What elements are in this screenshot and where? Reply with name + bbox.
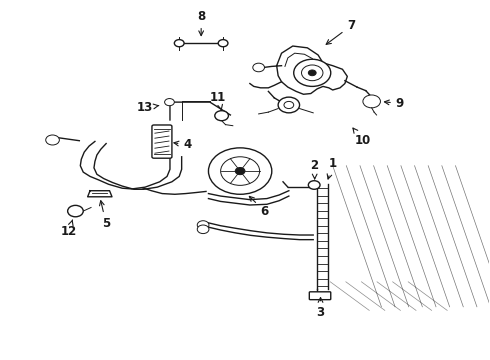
Circle shape (308, 181, 320, 189)
Circle shape (174, 40, 184, 47)
Circle shape (301, 65, 323, 81)
Circle shape (363, 95, 380, 108)
Text: 12: 12 (60, 220, 77, 238)
Circle shape (46, 135, 59, 145)
Text: 1: 1 (327, 157, 337, 179)
Circle shape (218, 40, 228, 47)
Text: 5: 5 (99, 201, 110, 230)
Circle shape (215, 111, 228, 121)
Text: 11: 11 (210, 91, 226, 110)
Text: 9: 9 (385, 97, 404, 110)
Circle shape (197, 225, 209, 234)
FancyBboxPatch shape (309, 292, 331, 300)
Circle shape (220, 157, 260, 185)
Text: 10: 10 (353, 128, 371, 147)
Text: 13: 13 (137, 102, 159, 114)
Circle shape (68, 205, 83, 217)
Text: 7: 7 (326, 19, 355, 44)
Circle shape (253, 63, 265, 72)
FancyBboxPatch shape (152, 125, 172, 158)
Circle shape (165, 99, 174, 106)
Circle shape (294, 59, 331, 86)
Text: 2: 2 (311, 159, 319, 179)
Text: 3: 3 (317, 298, 324, 319)
Text: 8: 8 (197, 10, 205, 36)
Circle shape (308, 70, 316, 76)
Circle shape (208, 148, 272, 194)
Circle shape (197, 221, 209, 229)
Circle shape (235, 167, 245, 175)
Circle shape (278, 97, 299, 113)
Text: 6: 6 (249, 196, 269, 217)
Text: 4: 4 (174, 139, 192, 152)
Circle shape (284, 102, 294, 109)
